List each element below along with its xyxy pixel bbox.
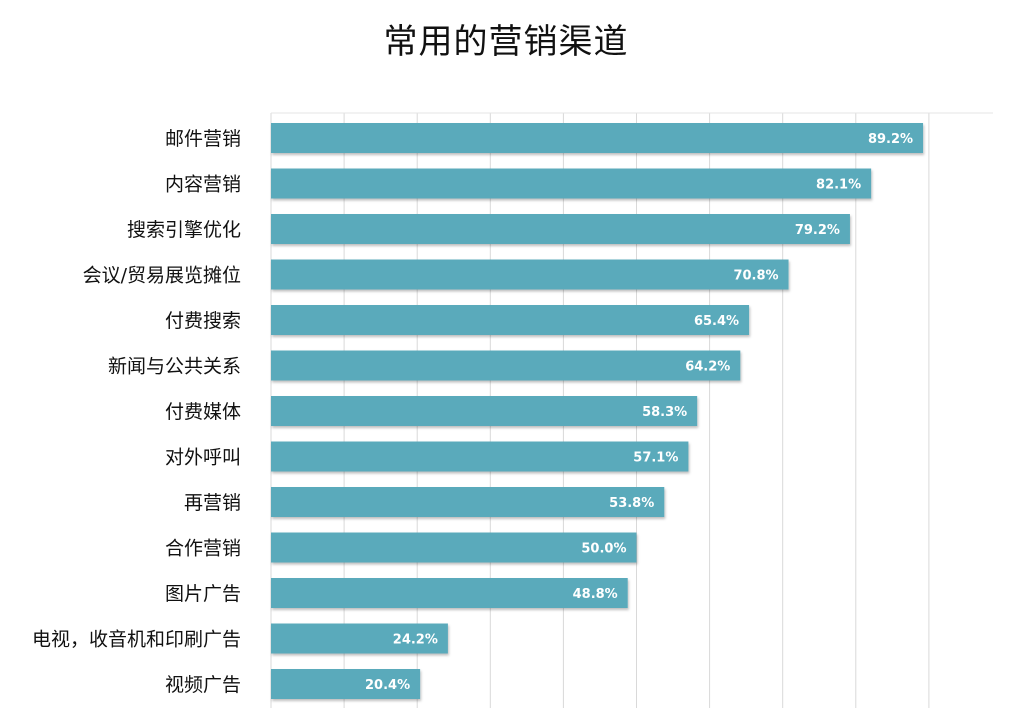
bar [271,350,741,381]
data-label: 79.2% [795,223,840,238]
bar [271,532,637,563]
chart-title: 常用的营销渠道 [383,22,629,62]
data-label: 65.4% [694,314,739,329]
bars: 89.2% 82.1% 79.2% 70.8% 65.4% 64.2% 58.3% 57.1%… [271,123,924,699]
bar [271,623,448,654]
bar [271,168,872,199]
category-labels: 邮件营销内容营销搜索引擎优化会议/贸易展览摊位付费搜索新闻与公共关系付费媒体对外… [32,128,241,696]
category-label: 新闻与公共关系 [108,356,241,378]
data-label: 20.4% [365,678,410,693]
category-label: 付费媒体 [165,401,241,423]
data-label: 57.1% [633,451,678,466]
data-label: 24.2% [393,633,438,648]
category-label: 邮件营销 [165,128,241,150]
bar [271,123,924,153]
data-label: 82.1% [816,178,861,193]
category-label: 电视，收音机和印刷广告 [32,629,241,651]
category-label: 付费搜索 [165,310,241,332]
category-label: 对外呼叫 [165,447,241,469]
data-label: 58.3% [642,405,687,420]
data-label: 53.8% [609,496,654,511]
data-label: 70.8% [733,269,778,284]
bar [271,669,421,699]
category-label: 视频广告 [165,674,241,696]
category-label: 合作营销 [165,538,241,560]
category-label: 搜索引擎优化 [127,219,241,241]
data-label: 48.8% [573,587,618,602]
bar [271,578,628,608]
category-label: 内容营销 [165,174,241,196]
bar [271,396,698,426]
bar [271,214,850,244]
category-label: 会议/贸易展览摊位 [83,265,241,287]
category-label: 再营销 [184,492,241,514]
bar [271,305,750,335]
data-label: 64.2% [685,360,730,375]
bar [271,259,789,290]
bar [271,441,689,472]
data-label: 50.0% [581,542,626,557]
bar [271,487,665,517]
data-label: 89.2% [868,132,913,147]
category-label: 图片广告 [165,583,241,605]
